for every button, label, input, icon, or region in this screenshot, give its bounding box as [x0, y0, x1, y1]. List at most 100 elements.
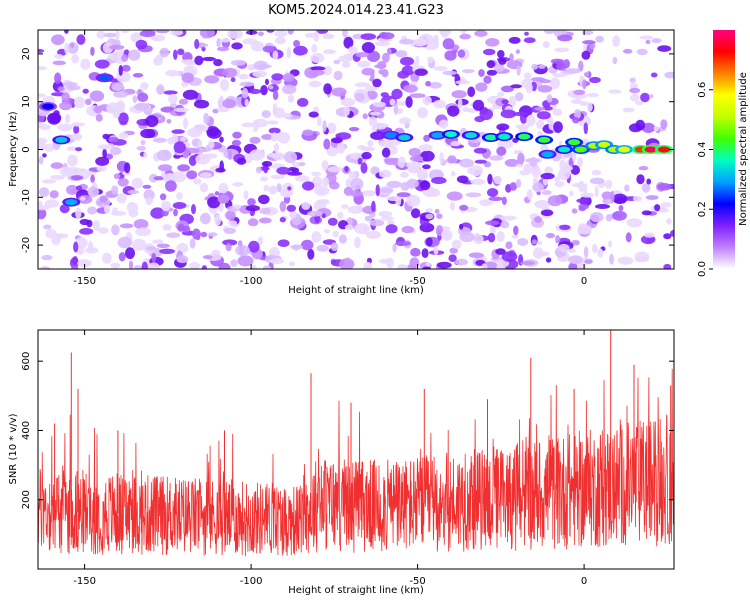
spectrogram-noise-blob — [277, 239, 290, 247]
spectrogram-noise-blob — [102, 148, 107, 159]
spectrogram-noise-blob — [458, 97, 463, 110]
spectrogram-noise-blob — [173, 208, 178, 217]
spectrogram-noise-blob — [280, 188, 293, 198]
spectrogram-noise-blob — [71, 122, 86, 127]
spectrogram-noise-blob — [485, 38, 500, 47]
spectrogram-noise-blob — [549, 77, 560, 90]
spectrogram-noise-blob — [488, 196, 504, 201]
spectrogram-noise-blob — [653, 125, 659, 132]
spectrogram-noise-blob — [582, 40, 596, 45]
spectrogram-noise-blob — [327, 166, 343, 173]
spectrogram-noise-blob — [131, 177, 143, 189]
spectrogram-noise-blob — [364, 215, 372, 222]
spectrogram-noise-blob — [361, 42, 375, 53]
spectrogram-noise-blob — [265, 78, 269, 86]
spectrogram-noise-blob — [354, 223, 370, 235]
spectrogram-noise-blob — [153, 137, 167, 143]
spectrogram-noise-blob — [194, 38, 200, 50]
snr-frame — [37, 329, 675, 570]
spectrogram-noise-blob — [520, 261, 535, 266]
spectrogram-noise-blob — [223, 227, 236, 234]
spectrogram-noise-blob — [540, 172, 555, 180]
spectrogram-noise-blob — [532, 182, 544, 193]
spectrogram-noise-blob — [218, 182, 229, 194]
signal-point — [598, 141, 611, 148]
spectrogram-noise-blob — [142, 184, 152, 189]
spectrogram-noise-blob — [237, 255, 254, 267]
spectrogram-noise-blob — [414, 68, 428, 76]
spectrogram-noise-blob — [601, 191, 614, 200]
spectrogram-noise-blob — [469, 165, 484, 176]
snr-x-axis-label: Height of straight line (km) — [288, 585, 424, 596]
spectrogram-noise-blob — [64, 42, 69, 55]
spectrogram-noise-blob — [286, 171, 303, 176]
spectrogram-noise-blob — [301, 201, 311, 210]
spectrogram-noise-blob — [109, 147, 122, 156]
spectrogram-noise-blob — [660, 202, 672, 208]
spectrogram-noise-blob — [496, 231, 505, 243]
spectrogram-noise-blob — [442, 70, 457, 76]
spectrogram-noise-blob — [133, 219, 149, 230]
spectrogram-noise-blob — [38, 93, 46, 98]
spectrogram-noise-blob — [569, 190, 574, 197]
spectrogram-noise-blob — [497, 50, 505, 59]
spectrogram-noise-blob — [374, 41, 391, 47]
spectrogram-noise-blob — [450, 201, 455, 211]
spectrogram-noise-blob — [377, 61, 387, 70]
spectrogram-noise-blob — [429, 82, 442, 89]
spectrogram-noise-blob — [270, 132, 279, 142]
spectrogram-noise-blob — [192, 228, 201, 240]
spectrogram-noise-blob — [559, 224, 571, 230]
spectrogram-noise-blob — [41, 254, 53, 261]
spectrogram-noise-blob — [290, 244, 303, 250]
spectrogram-noise-blob — [79, 228, 94, 235]
spectrogram-noise-blob — [645, 195, 659, 200]
spectrogram-noise-blob — [451, 170, 456, 177]
spectrogram-noise-blob — [166, 119, 172, 124]
spectrogram-noise-blob — [475, 82, 488, 92]
spectrogram-noise-blob — [459, 223, 464, 230]
spectrogram-noise-blob — [361, 151, 372, 160]
spectrogram-noise-blob — [164, 149, 169, 157]
spectrogram-noise-blob — [433, 245, 439, 256]
spectrogram-noise-blob — [609, 253, 614, 265]
spectrogram-noise-blob — [238, 73, 250, 80]
spectrogram-noise-blob — [276, 166, 291, 175]
spectrogram-noise-blob — [111, 82, 124, 92]
spectrogram-noise-blob — [361, 190, 376, 197]
spectrogram-noise-blob — [249, 136, 261, 144]
spectrogram-noise-blob — [248, 240, 260, 253]
spectrogram-noise-blob — [472, 99, 485, 111]
spectrogram-noise-blob — [531, 239, 538, 245]
spectrogram-noise-blob — [150, 207, 165, 219]
spectrogram-noise-blob — [333, 70, 343, 81]
spectrogram-noise-blob — [132, 95, 138, 103]
colorbar-tick-label: 0.6 — [697, 82, 708, 98]
spectrogram-noise-blob — [257, 236, 264, 246]
spectrogram-noise-blob — [366, 50, 381, 63]
spectrogram-noise-blob — [135, 39, 148, 50]
spectrogram-noise-blob — [587, 102, 593, 112]
spectrogram-noise-blob — [158, 164, 173, 172]
spectrogram-noise-blob — [227, 150, 233, 161]
spectrogram-noise-blob — [342, 61, 351, 68]
spectrogram-noise-blob — [460, 30, 467, 34]
spectrogram-noise-blob — [664, 71, 674, 79]
spectrogram-noise-blob — [354, 236, 361, 249]
spectrogram-noise-blob — [406, 264, 417, 269]
spectrogram-noise-blob — [380, 216, 394, 221]
spectrogram-noise-blob — [322, 33, 335, 40]
spectrogram-noise-blob — [644, 232, 655, 238]
spectrogram-noise-blob — [632, 195, 643, 202]
spectrogram-noise-blob — [106, 102, 121, 114]
spectrogram-noise-blob — [382, 52, 390, 63]
spectrogram-noise-blob — [500, 85, 514, 93]
spectrogram-noise-blob — [307, 248, 315, 260]
spectrogram-noise-blob — [140, 139, 146, 146]
spectrogram-noise-blob — [170, 30, 183, 36]
spectrogram-noise-blob — [322, 176, 330, 187]
spectrogram-noise-blob — [294, 175, 310, 182]
spectrogram-noise-blob — [330, 242, 339, 252]
spectrogram-y-axis-label: Frequency (Hz) — [8, 111, 19, 187]
spectrogram-noise-blob — [217, 194, 230, 204]
